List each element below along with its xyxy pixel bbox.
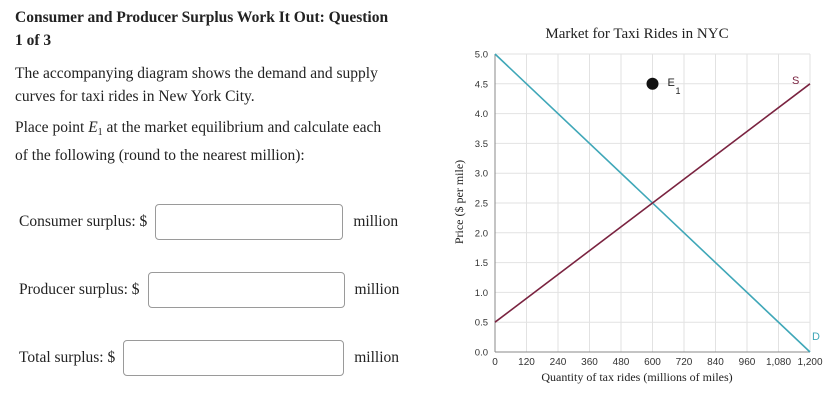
consumer-surplus-unit: million	[353, 213, 399, 230]
total-surplus-row: Total surplus: $ million	[19, 338, 399, 378]
x-tick-label: 360	[581, 357, 598, 368]
series-label-d: D	[812, 331, 820, 343]
x-tick-label: 720	[676, 357, 693, 368]
instruction-line2: of the following (round to the nearest m…	[15, 147, 305, 164]
x-tick-label: 480	[613, 357, 630, 368]
y-tick-label: 2.0	[475, 228, 488, 239]
x-tick-label: 840	[707, 357, 724, 368]
consumer-surplus-input[interactable]	[155, 204, 344, 240]
x-tick-label: 960	[739, 357, 756, 368]
x-tick-label: 0	[492, 357, 498, 368]
y-tick-label: 3.0	[475, 169, 488, 180]
instruction-point: E	[88, 119, 98, 136]
y-tick-label: 5.0	[475, 50, 488, 61]
x-axis-label: Quantity of tax rides (millions of miles…	[541, 370, 732, 384]
x-tick-label: 600	[644, 357, 661, 368]
intro-text: The accompanying diagram shows the deman…	[15, 62, 415, 108]
instruction-line1: Place point E1 at the market equilibrium…	[15, 116, 415, 144]
chart-series: DS	[494, 53, 820, 353]
y-tick-label: 3.5	[475, 139, 488, 150]
x-tick-label: 240	[550, 357, 567, 368]
y-tick-label: 2.5	[475, 199, 488, 210]
total-surplus-unit: million	[354, 349, 400, 366]
point-label-sub: 1	[676, 86, 681, 96]
y-tick-label: 1.0	[475, 288, 488, 299]
total-surplus-label: Total surplus: $	[19, 349, 116, 366]
consumer-surplus-row: Consumer surplus: $ million	[19, 202, 398, 242]
y-tick-label: 4.0	[475, 109, 488, 120]
instruction-text: Place point E1 at the market equilibrium…	[15, 116, 415, 167]
y-tick-label: 0.0	[475, 348, 488, 359]
y-tick-label: 4.5	[475, 79, 488, 90]
intro-line2: curves for taxi rides in New York City.	[15, 88, 255, 105]
x-tick-label: 1,200	[797, 357, 822, 368]
chart-marker[interactable]: E1	[646, 77, 681, 96]
equilibrium-point-e1[interactable]	[646, 77, 659, 90]
producer-surplus-unit: million	[354, 281, 400, 298]
y-tick-label: 0.5	[475, 318, 488, 329]
x-tick-label: 120	[518, 357, 535, 368]
question-panel: Consumer and Producer Surplus Work It Ou…	[15, 6, 425, 164]
instruction-suffix: at the market equilibrium and calculate …	[102, 119, 382, 136]
question-title-line2: 1 of 3	[15, 32, 52, 49]
intro-line1: The accompanying diagram shows the deman…	[15, 65, 378, 82]
x-tick-label: 1,080	[766, 357, 791, 368]
market-chart: Market for Taxi Rides in NYC 0 120 240 360 4…	[452, 26, 823, 384]
chart-title: Market for Taxi Rides in NYC	[545, 26, 728, 42]
chart-ticks: 0 120 240 360 480 600 720 840 960 1,080 1,200 0.0 0.…	[475, 50, 823, 369]
chart-grid	[494, 53, 811, 353]
producer-surplus-input[interactable]	[147, 272, 345, 308]
consumer-surplus-label: Consumer surplus: $	[19, 213, 148, 230]
question-title: Consumer and Producer Surplus Work It Ou…	[15, 6, 425, 52]
y-axis-label: Price ($ per mile)	[452, 160, 466, 244]
producer-surplus-row: Producer surplus: $ million	[19, 270, 399, 310]
point-label: E	[668, 77, 675, 89]
instruction-point-sub: 1	[97, 127, 103, 138]
producer-surplus-label: Producer surplus: $	[19, 281, 140, 298]
y-tick-label: 1.5	[475, 258, 488, 269]
question-title-line1: Consumer and Producer Surplus Work It Ou…	[15, 9, 389, 26]
instruction-prefix: Place point	[15, 119, 89, 136]
total-surplus-input[interactable]	[123, 340, 345, 376]
series-line-s	[494, 83, 811, 323]
series-label-s: S	[792, 75, 799, 87]
